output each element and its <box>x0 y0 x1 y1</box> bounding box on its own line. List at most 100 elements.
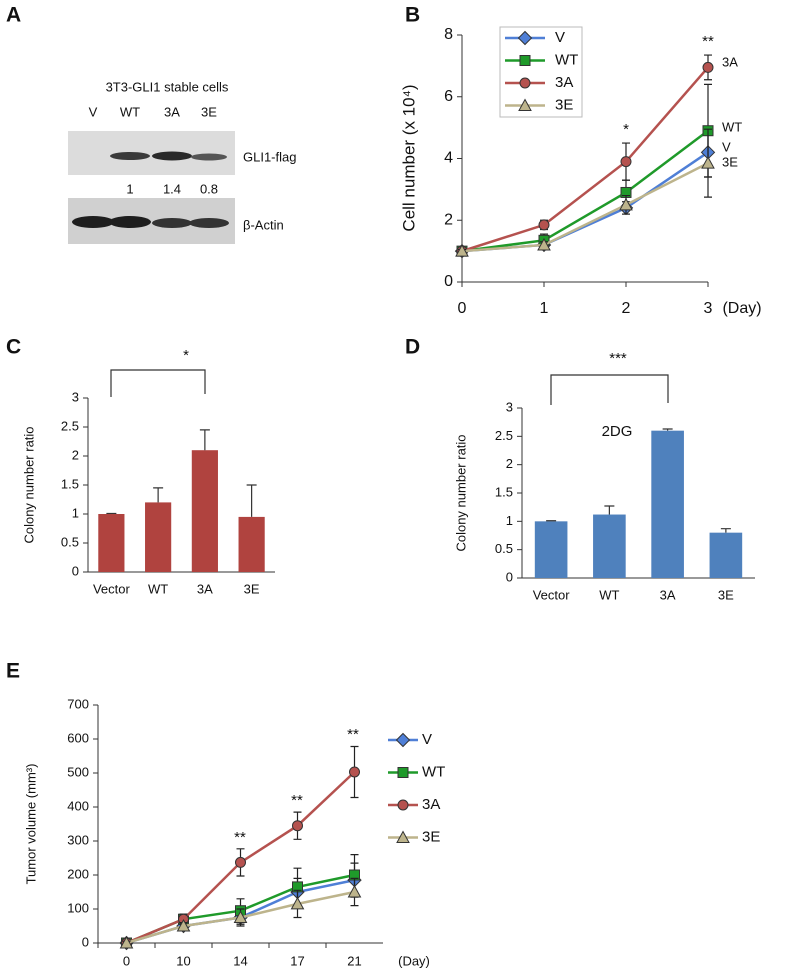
x-axis-label: (Day) <box>398 953 430 968</box>
y-tick-label: 400 <box>67 798 89 813</box>
legend-marker <box>518 98 532 111</box>
marker <box>349 766 360 778</box>
annotation: ** <box>347 726 359 743</box>
legend-label: V <box>555 29 565 46</box>
blot-strip <box>68 131 235 175</box>
panel-letter: E <box>6 660 20 683</box>
y-tick-label: 500 <box>67 764 89 779</box>
blot-band <box>72 216 114 228</box>
x-tick-label: 3A <box>197 581 213 596</box>
y-axis-label: Cell number (x 10⁴) <box>399 84 418 231</box>
blot-band <box>109 216 151 228</box>
lane-label: WT <box>120 104 140 119</box>
blot-band <box>110 152 150 160</box>
legend-label: 3E <box>555 96 573 113</box>
x-tick-label: 21 <box>347 953 361 968</box>
x-tick-label: WT <box>148 581 168 596</box>
significance-bracket <box>550 374 669 405</box>
marker <box>702 61 714 73</box>
marker <box>176 918 191 932</box>
y-tick-label: 600 <box>67 730 89 745</box>
bar <box>238 516 265 572</box>
blot-band <box>152 151 192 161</box>
x-tick-label: 2 <box>622 300 631 317</box>
x-tick-label: Vector <box>533 587 571 602</box>
legend-label: 3E <box>422 828 440 845</box>
annotation: * <box>623 121 629 138</box>
x-tick-label: 3A <box>660 587 676 602</box>
y-axis-label: Colony number ratio <box>453 434 468 551</box>
band-label: β-Actin <box>243 217 284 232</box>
y-tick-label: 0 <box>444 273 453 290</box>
bar <box>709 532 743 578</box>
series-line <box>461 151 709 253</box>
marker <box>537 237 551 251</box>
y-tick-label: 1 <box>506 513 513 528</box>
bar <box>191 450 218 572</box>
series-line <box>461 129 709 253</box>
panel-letter: C <box>6 336 21 359</box>
legend-label: V <box>422 731 432 748</box>
x-tick-label: 3E <box>244 581 260 596</box>
y-tick-label: 0.5 <box>61 534 79 549</box>
y-tick-label: 100 <box>67 900 89 915</box>
y-tick-label: 2 <box>444 211 453 228</box>
bar <box>651 430 684 578</box>
legend-marker <box>397 767 409 778</box>
error-bar <box>604 505 615 515</box>
error-bar <box>246 484 257 517</box>
annotation: ** <box>234 829 246 846</box>
y-axis-label: Tumor volume (mm³) <box>23 764 38 885</box>
panel-a: A 3T3-GLI1 stable cells V WT 3A 3E GLI1-… <box>6 4 296 244</box>
bar <box>145 502 172 572</box>
y-tick-label: 0 <box>82 934 89 949</box>
y-tick-label: 0.5 <box>495 541 513 556</box>
error-bar <box>106 512 117 515</box>
y-tick-label: 200 <box>67 866 89 881</box>
bar <box>98 514 125 572</box>
annotation: 2DG <box>602 423 633 440</box>
annotation: *** <box>609 350 627 367</box>
legend-marker <box>395 732 411 748</box>
marker <box>119 935 134 949</box>
marker <box>538 219 550 231</box>
legend-marker <box>519 55 531 66</box>
lane-label: 3E <box>201 104 217 119</box>
blot-band <box>189 218 229 228</box>
panel-letter: A <box>6 4 21 27</box>
error-bar <box>546 520 557 522</box>
y-tick-label: 8 <box>444 26 453 43</box>
y-tick-label: 3 <box>506 399 513 414</box>
error-bar <box>662 428 673 431</box>
legend-marker <box>517 30 533 46</box>
marker <box>233 910 248 923</box>
x-axis-label: (Day) <box>722 300 761 317</box>
band-label: GLI1-flag <box>243 149 296 164</box>
y-tick-label: 4 <box>444 150 453 167</box>
y-tick-label: 2.5 <box>61 418 79 433</box>
series-end-label: V <box>722 139 731 154</box>
blot-title: 3T3-GLI1 stable cells <box>106 79 229 94</box>
series-end-label: WT <box>722 119 742 134</box>
y-tick-label: 300 <box>67 832 89 847</box>
series-line <box>461 66 709 253</box>
x-tick-label: 0 <box>123 953 130 968</box>
marker <box>620 156 632 168</box>
x-tick-label: 3 <box>704 300 713 317</box>
x-tick-label: 10 <box>176 953 190 968</box>
x-tick-label: 14 <box>233 953 247 968</box>
legend-label: WT <box>422 763 445 780</box>
series-end-label: 3E <box>722 154 738 169</box>
lane-label: V <box>89 104 98 119</box>
blot-band <box>152 218 192 228</box>
annotation: * <box>183 347 189 364</box>
x-tick-label: 3E <box>718 587 734 602</box>
x-tick-label: 17 <box>290 953 304 968</box>
legend-label: 3A <box>555 74 573 91</box>
marker <box>701 156 715 169</box>
marker <box>290 896 305 910</box>
x-tick-label: 0 <box>458 300 467 317</box>
quantification: 0.8 <box>200 181 218 196</box>
series-end-label: 3A <box>722 54 738 69</box>
